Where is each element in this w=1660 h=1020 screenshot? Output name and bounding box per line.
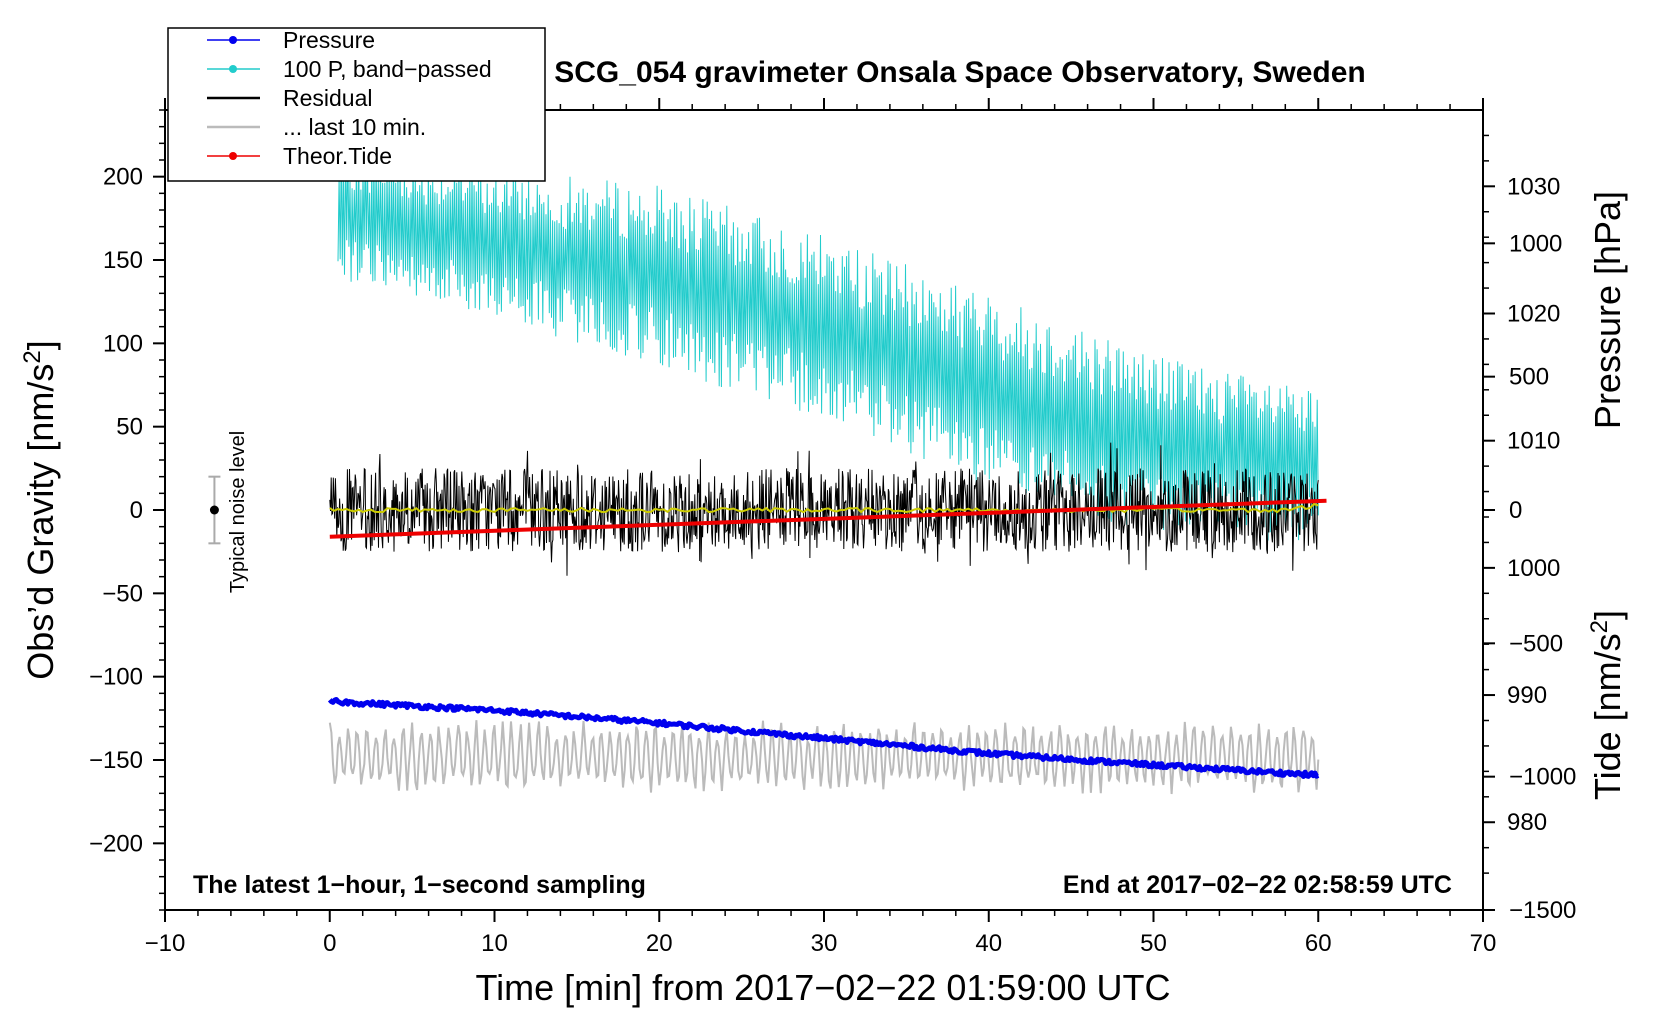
y-tide-tick-label: 0	[1509, 497, 1522, 524]
annotation-right: End at 2017−02−22 02:58:59 UTC	[1063, 871, 1452, 899]
y-axis-tide-label-close: ]	[1587, 610, 1628, 620]
y-left-tick-label: 100	[103, 330, 143, 357]
pressure-line	[327, 697, 1320, 779]
x-tick-label: 60	[1305, 930, 1332, 957]
y-pressure-tick-label: 1000	[1507, 555, 1560, 582]
y-pressure-tick-label: 1020	[1507, 300, 1560, 327]
x-tick-label: 30	[811, 930, 838, 957]
y-axis-left-label: Obs’d Gravity [nm/s2]	[19, 340, 62, 679]
x-axis-label: Time [min] from 2017−02−22 01:59:00 UTC	[475, 967, 1170, 1008]
legend-entries: Pressure 100 P, band−passed Residual ... la…	[207, 27, 492, 169]
x-tick-label: 40	[975, 930, 1002, 957]
legend: Pressure 100 P, band−passed Residual ... la…	[167, 27, 546, 182]
legend-marker	[229, 152, 237, 160]
y-left-tick-label: −50	[102, 580, 143, 607]
y-left-tick-label: 0	[130, 497, 143, 524]
legend-label: ... last 10 min.	[283, 114, 426, 140]
noise-level-label: Typical noise level	[227, 431, 249, 593]
tide-line	[329, 498, 1327, 539]
last-10-min-line	[328, 720, 1320, 795]
y-tide-tick-label: −1500	[1509, 897, 1576, 924]
y-pressure-tick-label: 990	[1507, 682, 1547, 709]
y-axis-left-label-sup: 2	[19, 350, 46, 363]
series-pressure	[327, 697, 1320, 779]
legend-label: Residual	[283, 85, 373, 111]
y-left-tick-label: −200	[89, 830, 143, 857]
legend-label: 100 P, band−passed	[283, 56, 492, 82]
series-residual	[329, 442, 1319, 576]
y-axis-left-label-main: Obs’d Gravity [nm/s	[20, 364, 61, 680]
y-axis-tide-label-main: Tide [nm/s	[1587, 633, 1628, 800]
noise-level-bar	[208, 475, 221, 545]
y-left-tick-label: 50	[116, 414, 143, 441]
y-axis-pressure-label: Pressure [hPa]	[1587, 191, 1628, 429]
axis-ticks: −10 0 10 20 30 40 50 60 70200150100500−50−100−15…	[89, 98, 1576, 957]
y-pressure-tick-label: 980	[1507, 809, 1547, 836]
x-tick-label: 70	[1470, 930, 1497, 957]
y-axis-left-label-close: ]	[20, 340, 61, 350]
y-left-tick-label: −150	[89, 747, 143, 774]
legend-label: Theor.Tide	[283, 143, 392, 169]
y-tide-tick-label: 1000	[1509, 230, 1562, 257]
legend-marker	[229, 65, 237, 73]
residual-line	[329, 442, 1319, 576]
x-tick-label: 0	[323, 930, 336, 957]
series-bandpassed-pressure	[337, 145, 1319, 541]
y-axis-tide-label-sup: 2	[1586, 620, 1613, 633]
annotation-left: The latest 1−hour, 1−second sampling	[193, 871, 646, 899]
bandpassed-pressure-line	[337, 145, 1319, 541]
y-pressure-tick-label: 1030	[1507, 173, 1560, 200]
x-tick-label: 10	[481, 930, 508, 957]
series-theoretical-tide	[329, 498, 1327, 539]
series-last-10-min	[328, 720, 1320, 795]
noise-bar-dot	[209, 505, 219, 515]
y-pressure-tick-label: 1010	[1507, 428, 1560, 455]
x-tick-label: 50	[1140, 930, 1167, 957]
y-left-tick-label: 200	[103, 164, 143, 191]
y-tide-tick-label: 500	[1509, 364, 1549, 391]
x-tick-label: 20	[646, 930, 673, 957]
y-left-tick-label: −100	[89, 664, 143, 691]
y-left-tick-label: 150	[103, 247, 143, 274]
x-tick-label: −10	[145, 930, 186, 957]
chart-title: SCG_054 gravimeter Onsala Space Observat…	[554, 56, 1366, 89]
legend-marker	[229, 36, 237, 44]
legend-label: Pressure	[283, 27, 375, 53]
y-tide-tick-label: −500	[1509, 630, 1563, 657]
y-tide-tick-label: −1000	[1509, 764, 1576, 791]
y-axis-tide-label: Tide [nm/s2]	[1586, 610, 1629, 800]
